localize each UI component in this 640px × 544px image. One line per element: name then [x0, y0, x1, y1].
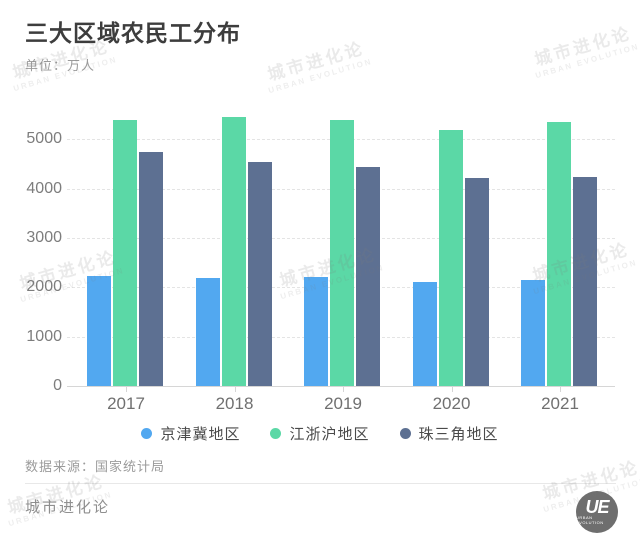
brand-text: 城市进化论	[25, 499, 111, 516]
legend-label: 京津冀地区	[160, 426, 241, 443]
bar-珠三角地区-2018	[247, 161, 272, 386]
x-axis-label-2017: 2017	[107, 394, 145, 413]
x-axis-label-2021: 2021	[541, 394, 579, 413]
bar-京津冀地区-2021	[521, 280, 545, 386]
x-axis-label-2020: 2020	[432, 394, 471, 413]
footer-divider	[25, 483, 616, 484]
x-axis-label-2019: 2019	[324, 394, 362, 413]
bar-珠三角地区-2019	[356, 167, 380, 386]
unit-label: 单位：万人	[25, 58, 96, 73]
x-axis-label-2018: 2018	[215, 394, 254, 413]
logo-text: UE	[585, 497, 609, 517]
x-tick-mark-2017	[126, 387, 127, 392]
y-tick-label-3000: 3000	[26, 228, 62, 246]
chart-title: 三大区域农民工分布	[25, 20, 241, 46]
logo-subtext: URBAN EVOLUTION	[576, 515, 604, 525]
x-tick-mark-2019	[343, 387, 344, 392]
legend-dot-icon	[270, 428, 282, 439]
x-tick-mark-2021	[560, 387, 561, 392]
bar-京津冀地区-2017	[87, 275, 111, 386]
x-tick-mark-2020	[451, 387, 453, 392]
legend-dot-icon	[141, 428, 153, 439]
bar-珠三角地区-2021	[573, 177, 597, 386]
bar-江浙沪地区-2021	[547, 122, 571, 386]
bar-江浙沪地区-2017	[113, 120, 137, 386]
bar-江浙沪地区-2020	[438, 130, 463, 386]
x-tick-mark-2018	[234, 387, 236, 392]
bar-珠三角地区-2020	[464, 177, 489, 386]
brand-logo-icon: UE URBAN EVOLUTION	[576, 491, 618, 533]
source-text: 数据来源：国家统计局	[25, 459, 166, 474]
legend-label: 江浙沪地区	[289, 426, 370, 443]
bar-京津冀地区-2018	[195, 277, 220, 386]
y-tick-label-1000: 1000	[26, 327, 62, 345]
y-tick-label-2000: 2000	[26, 278, 62, 296]
legend-item-江浙沪地区: 江浙沪地区	[270, 423, 369, 444]
x-axis-line	[67, 386, 615, 387]
bar-江浙沪地区-2019	[330, 119, 354, 386]
legend: 京津冀地区 江浙沪地区 珠三角地区	[0, 423, 640, 444]
bar-京津冀地区-2020	[412, 282, 437, 386]
bar-京津冀地区-2019	[304, 276, 328, 386]
legend-dot-icon	[399, 428, 411, 439]
y-tick-label-0: 0	[53, 377, 62, 394]
y-tick-label-4000: 4000	[26, 179, 62, 197]
legend-item-京津冀地区: 京津冀地区	[141, 423, 240, 444]
legend-item-珠三角地区: 珠三角地区	[399, 423, 499, 444]
y-tick-label-5000: 5000	[26, 130, 62, 148]
legend-label: 珠三角地区	[418, 426, 499, 443]
bar-江浙沪地区-2018	[221, 116, 246, 386]
bar-珠三角地区-2017	[139, 151, 163, 386]
